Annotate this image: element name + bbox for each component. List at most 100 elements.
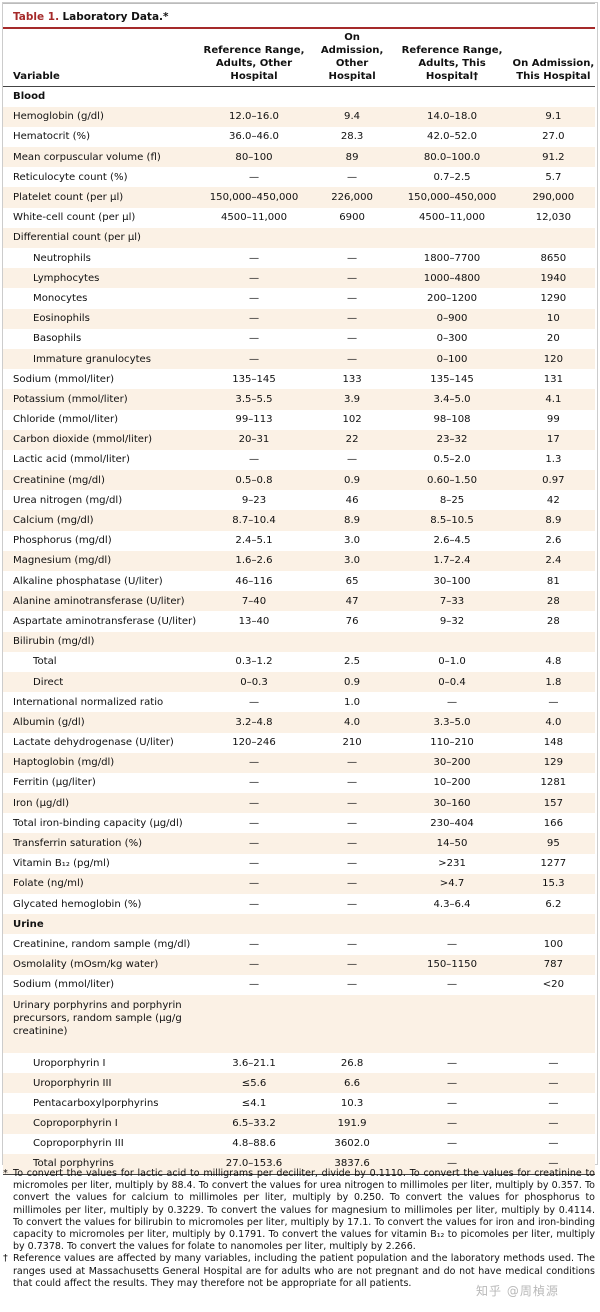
header-row: Variable Reference Range, Adults, Other … — [3, 31, 595, 87]
ref-range-other-cell: — — [248, 938, 260, 950]
admission-this-cell: 1290 — [540, 292, 567, 304]
ref-range-other-cell: 6.5–33.2 — [232, 1118, 276, 1130]
admission-this-cell: 10 — [546, 313, 560, 325]
ref-range-this-cell: 0.60–1.50 — [427, 474, 478, 486]
admission-other-cell — [312, 632, 392, 652]
ref-range-other-cell: 3.5–5.5 — [235, 393, 273, 405]
variable-label: Osmolality (mOsm/kg water) — [13, 959, 159, 971]
ref-range-this-cell: >4.7 — [439, 878, 465, 890]
admission-this-cell: — — [548, 1077, 559, 1089]
variable-label: Lymphocytes — [33, 272, 100, 284]
table-row: Total iron-binding capacity (μg/dl) — — 230… — [3, 813, 595, 833]
admission-other-cell: — — [347, 959, 358, 971]
table-title: Table 1. Laboratory Data.* — [3, 3, 595, 29]
admission-other-cell: — — [347, 292, 358, 304]
ref-range-other-cell: — — [248, 272, 260, 284]
ref-range-other-cell: — — [248, 817, 260, 829]
ref-range-other-cell: 135–145 — [232, 373, 276, 385]
table-row: Differential count (per μl) — [3, 227, 595, 248]
table-row: White-cell count (per μl) 4500–11,000 6900… — [3, 208, 595, 228]
admission-other-cell: 8.9 — [344, 515, 361, 527]
ref-range-this-cell: 1.7–2.4 — [433, 555, 471, 567]
table-row: Glycated hemoglobin (%) — — 4.3–6.4 6.2 — [3, 894, 595, 914]
admission-this-cell — [512, 87, 595, 107]
ref-range-other-cell: 0.3–1.2 — [235, 656, 273, 668]
variable-label: Platelet count (per μl) — [13, 192, 124, 204]
ref-range-other-cell — [196, 228, 312, 248]
variable-label: White-cell count (per μl) — [13, 212, 136, 224]
ref-range-other-cell: 4500–11,000 — [220, 212, 288, 224]
admission-other-cell: 1.0 — [344, 696, 361, 708]
admission-this-cell: — — [548, 1097, 559, 1109]
variable-label: Calcium (mg/dl) — [13, 515, 94, 527]
admission-other-cell — [312, 914, 392, 934]
admission-this-cell: 157 — [543, 797, 563, 809]
ref-range-this-cell: 150–1150 — [427, 959, 478, 971]
ref-range-other-cell: 0.5–0.8 — [235, 474, 273, 486]
section-row: Blood — [3, 87, 595, 107]
ref-range-other-cell: ≤4.1 — [241, 1097, 267, 1109]
ref-range-this-cell: 98–108 — [433, 414, 471, 426]
ref-range-this-cell: 30–200 — [433, 757, 471, 769]
table-row: Potassium (mmol/liter) 3.5–5.5 3.9 3.4–5.0 4… — [3, 389, 595, 410]
variable-label: Lactate dehydrogenase (U/liter) — [13, 737, 174, 749]
admission-other-cell: — — [347, 838, 358, 850]
admission-this-cell: 81 — [546, 575, 560, 587]
variable-label: Albumin (g/dl) — [13, 716, 85, 728]
ref-range-this-cell — [392, 995, 511, 1053]
ref-range-this-cell: 135–145 — [430, 373, 474, 385]
ref-range-this-cell: 30–100 — [433, 575, 471, 587]
table-row: Carbon dioxide (mmol/liter) 20–31 22 23–32 1… — [3, 429, 595, 450]
ref-range-this-cell: 30–160 — [433, 797, 471, 809]
ref-range-other-cell: 20–31 — [238, 434, 270, 446]
admission-this-cell: 5.7 — [545, 171, 562, 183]
admission-this-cell: 120 — [543, 353, 563, 365]
admission-this-cell: 100 — [543, 938, 563, 950]
admission-other-cell: 0.9 — [344, 676, 361, 688]
admission-other-cell: 22 — [345, 434, 359, 446]
admission-this-cell: — — [548, 1138, 559, 1150]
admission-this-cell: 787 — [543, 959, 563, 971]
admission-this-cell: 1.3 — [545, 454, 562, 466]
ref-range-other-cell: 2.4–5.1 — [235, 535, 273, 547]
table-row: Bilirubin (mg/dl) — [3, 631, 595, 652]
admission-other-cell: 3.0 — [344, 535, 361, 547]
admission-this-cell: 12,030 — [535, 212, 572, 224]
table-row: Total 0.3–1.2 2.5 0–1.0 4.8 — [3, 652, 595, 672]
variable-label: Hematocrit (%) — [13, 131, 91, 143]
admission-this-cell: 28 — [546, 615, 560, 627]
variable-label: Phosphorus (mg/dl) — [13, 535, 112, 547]
ref-range-other-cell: — — [248, 313, 260, 325]
admission-this-cell: 1.8 — [545, 676, 562, 688]
ref-range-other-cell: — — [248, 252, 260, 264]
admission-other-cell: 4.0 — [344, 716, 361, 728]
admission-other-cell: 89 — [345, 151, 359, 163]
table-row: Lymphocytes — — 1000–4800 1940 — [3, 268, 595, 289]
ref-range-this-cell: 0–0.4 — [438, 676, 466, 688]
admission-this-cell: 2.4 — [545, 555, 562, 567]
section-row: Urine — [3, 914, 595, 935]
ref-range-this-cell: — — [446, 1097, 458, 1109]
admission-other-cell: — — [347, 938, 358, 950]
ref-range-this-cell: — — [446, 938, 458, 950]
table-body: Blood Hemoglobin (g/dl) 12.0–16.0 9.4 14.0–1… — [3, 87, 595, 1175]
table-row: Pentacarboxylporphyrins ≤4.1 10.3 — — — [3, 1093, 595, 1113]
admission-other-cell: — — [347, 171, 358, 183]
variable-label: Sodium (mmol/liter) — [13, 979, 115, 991]
ref-range-other-cell — [196, 914, 312, 934]
admission-this-cell: 131 — [543, 373, 563, 385]
table-row: Immature granulocytes — — 0–100 120 — [3, 348, 595, 370]
admission-other-cell: 2.5 — [344, 656, 361, 668]
variable-label: Haptoglobin (mg/dl) — [13, 757, 115, 769]
variable-label: Eosinophils — [33, 313, 90, 325]
ref-range-other-cell: — — [248, 797, 260, 809]
admission-this-cell: 4.1 — [545, 393, 562, 405]
ref-range-this-cell: 3.3–5.0 — [433, 716, 471, 728]
admission-this-cell: 9.1 — [545, 111, 562, 123]
admission-other-cell: 10.3 — [340, 1097, 364, 1109]
ref-range-other-cell: 27.0–153.6 — [196, 1153, 312, 1175]
table-row: Lactate dehydrogenase (U/liter) 120–246 21… — [3, 733, 595, 753]
table-number: Table 1. — [13, 11, 60, 23]
admission-this-cell: — — [511, 1153, 595, 1175]
variable-label: Ferritin (μg/liter) — [13, 777, 96, 789]
